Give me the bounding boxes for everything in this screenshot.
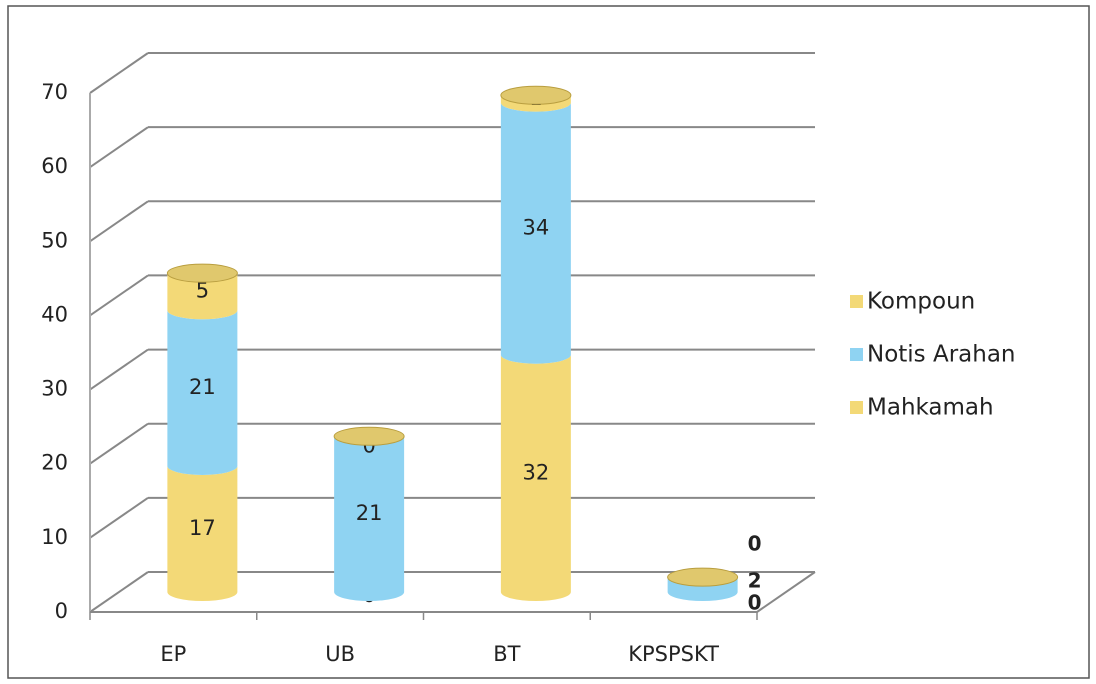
x-tick-label: EP [160,642,186,666]
grid-line [89,274,149,317]
x-tick-label: BT [493,642,520,666]
grid-line [89,348,149,391]
data-label: 5 [196,279,209,303]
grid-line [89,497,149,539]
y-tick-label: 20 [41,451,68,475]
grid-line [89,200,149,243]
grid-line [89,126,149,168]
y-tick-label: 50 [41,228,68,252]
y-tick-label: 70 [41,80,68,104]
x-tick-label: KPSPSKT [628,642,719,666]
legend-swatch [850,348,863,361]
legend-label: Notis Arahan [867,342,1016,368]
bar-cap [667,567,739,587]
y-tick-label: 40 [41,302,68,326]
bar-cap [333,426,405,446]
grid-line [89,422,149,465]
bar-segment [167,310,238,475]
grid-line [89,52,149,94]
data-label: 2 [748,569,762,593]
y-tick-label: 60 [41,154,68,178]
bar-segment [667,577,738,601]
data-label: 0 [748,532,762,556]
data-label: 0 [748,591,762,615]
data-label: 21 [189,375,216,399]
data-label: 34 [523,216,550,240]
legend-label: Mahkamah [867,395,994,421]
legend-label: Kompoun [867,289,975,315]
legend-swatch [850,401,863,414]
bar-cap [500,85,572,105]
bar-segment [500,95,571,112]
data-label: 17 [189,516,216,540]
y-tick-label: 30 [41,377,68,401]
bar-segment [334,436,405,601]
bar-segment [167,465,238,601]
bar-segment [500,102,571,364]
legend-swatch [850,295,863,308]
y-tick-label: 0 [55,599,68,623]
grid-line [89,571,149,613]
legend: Kompoun Notis Arahan Mahkamah [850,289,1016,421]
data-label: 32 [523,460,550,484]
bar-cap [166,263,238,283]
axis [756,571,816,613]
x-tick-label: UB [325,642,355,666]
y-tick-label: 10 [41,525,68,549]
bar-segment [500,354,571,601]
bar-segment [167,273,238,320]
data-label: 21 [356,501,383,525]
